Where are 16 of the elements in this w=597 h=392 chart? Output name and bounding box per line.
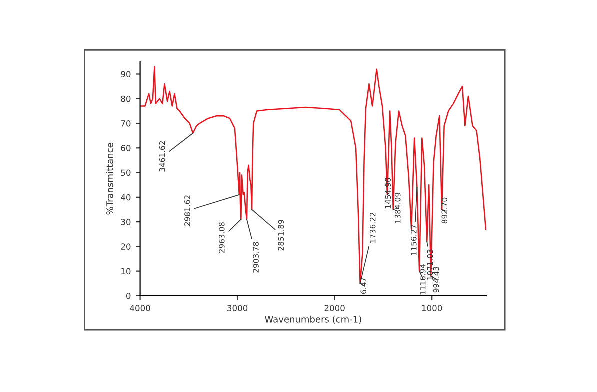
y-tick-label: 80: [121, 96, 131, 102]
y-tick-label: 60: [121, 145, 131, 152]
x-tick-label: 1000: [422, 305, 442, 312]
y-tick-label: 90: [121, 71, 131, 78]
x-axis-title: Wavenumbers (cm-1): [265, 316, 362, 324]
x-tick-label: 2000: [324, 305, 345, 312]
y-tick-label: 30: [121, 219, 131, 226]
y-tick-label: 0: [126, 292, 131, 300]
y-tick-label: 20: [121, 244, 131, 250]
x-tick-label: 3000: [228, 305, 248, 312]
y-tick-label: 10: [122, 268, 131, 275]
y-tick-label: 40: [121, 194, 131, 201]
x-tick-label: 4000: [130, 305, 150, 312]
y-tick-label: 70: [121, 120, 131, 127]
y-tick-label: 50: [121, 170, 131, 176]
y-axis-title: %Transmittance: [106, 143, 114, 215]
